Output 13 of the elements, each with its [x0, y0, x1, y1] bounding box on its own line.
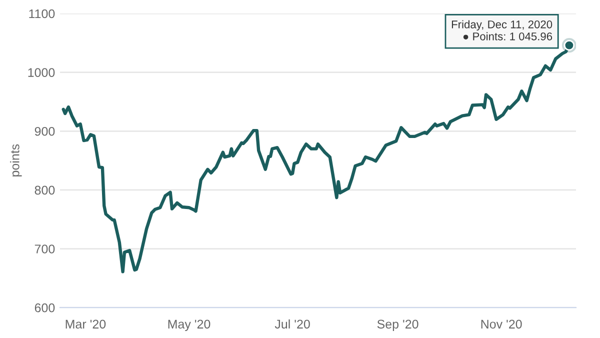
- x-tick-label: Nov '20: [481, 320, 522, 329]
- y-tick-label: 900: [34, 126, 55, 136]
- y-tick-label: 600: [34, 303, 55, 312]
- y-tick-label: 700: [34, 244, 55, 254]
- y-tick-label: 1100: [29, 9, 55, 18]
- x-tick-label: Jul '20: [274, 319, 310, 329]
- x-tick-label: Mar '20: [66, 320, 106, 329]
- y-axis-title: points: [10, 144, 22, 176]
- y-tick-label: 800: [34, 186, 55, 195]
- x-tick-label: Sep '20: [377, 320, 418, 332]
- annotation: Friday, Dec 11, 2020 ● Points: 1 045.96: [452, 20, 552, 40]
- y-tick-label: 1000: [28, 68, 55, 77]
- x-tick-label: May '20: [168, 320, 210, 332]
